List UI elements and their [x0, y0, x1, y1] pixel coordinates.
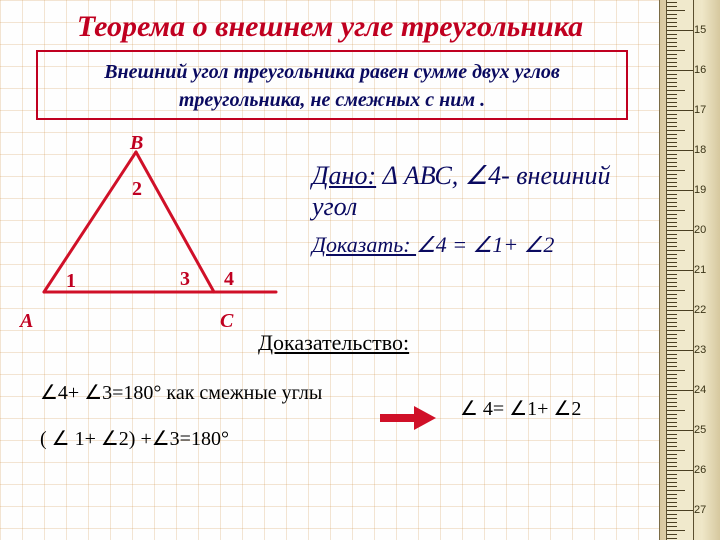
- prove-body: ∠4 = ∠1+ ∠2: [416, 232, 554, 257]
- ruler-number: 15: [694, 24, 706, 36]
- ruler-number: 18: [694, 144, 706, 156]
- angle-label-3: 3: [180, 268, 190, 291]
- proof-line-2: ( ∠ 1+ ∠2) +∠3=180°: [40, 426, 229, 451]
- ruler-number: 17: [694, 104, 706, 116]
- ruler-number: 20: [694, 224, 706, 236]
- angle-label-4: 4: [224, 268, 234, 291]
- prove-label: Доказать:: [312, 232, 416, 257]
- proof-label: Доказательство:: [258, 330, 409, 356]
- prove-block: Доказать: ∠4 = ∠1+ ∠2: [312, 232, 642, 258]
- proof-result: ∠ 4= ∠1+ ∠2: [460, 396, 640, 422]
- ruler-number: 24: [694, 384, 706, 396]
- ruler-number: 25: [694, 424, 706, 436]
- vertex-label-a: А: [20, 310, 33, 333]
- ruler-number: 27: [694, 504, 706, 516]
- theorem-line1: Внешний угол треугольника равен сумме дв…: [38, 58, 626, 86]
- ruler-strip: 1415161718192021222324252627: [659, 0, 720, 540]
- vertex-label-b: В: [130, 132, 143, 155]
- given-label: Дано:: [312, 161, 376, 190]
- theorem-line2: треугольника, не смежных с ним .: [38, 86, 626, 114]
- ruler-number: 22: [694, 304, 706, 316]
- ruler-number: 19: [694, 184, 706, 196]
- ruler-number: 23: [694, 344, 706, 356]
- given-block: Дано: Δ АВС, ∠4- внешний угол: [312, 160, 642, 222]
- triangle-figure: [24, 132, 284, 332]
- proof-line-1: ∠4+ ∠3=180° как смежные углы: [40, 382, 322, 405]
- ruler-number: 26: [694, 464, 706, 476]
- theorem-box: Внешний угол треугольника равен сумме дв…: [36, 50, 628, 120]
- ruler-number: 16: [694, 64, 706, 76]
- angle-label-1: 1: [66, 270, 76, 293]
- ruler-number: 21: [694, 264, 706, 276]
- page-title: Теорема о внешнем угле треугольника: [0, 10, 660, 44]
- vertex-label-c: С: [220, 310, 233, 333]
- implies-arrow-icon: [378, 404, 438, 432]
- ruler-scale: [666, 0, 694, 540]
- angle-label-2: 2: [132, 178, 142, 201]
